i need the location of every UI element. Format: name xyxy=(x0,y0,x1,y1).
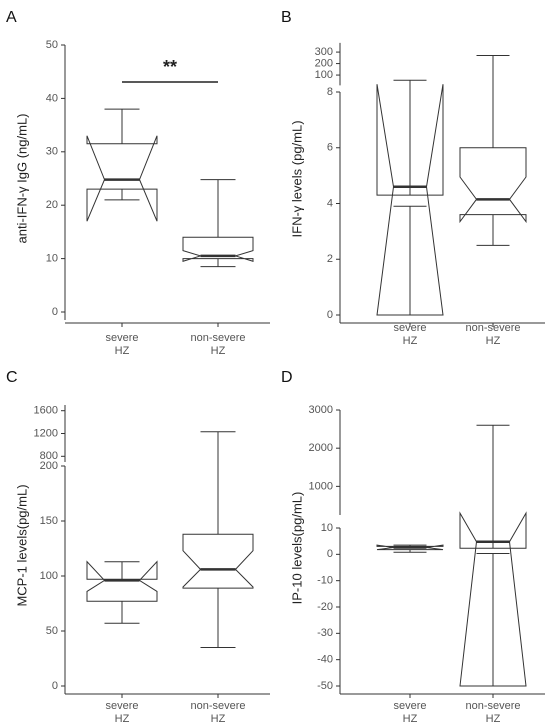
y-tick-label: 2 xyxy=(327,253,333,265)
y-tick-label: 200 xyxy=(315,57,333,69)
x-tick-label: non-severe HZ xyxy=(465,322,520,347)
x-tick-label: severe HZ xyxy=(393,700,426,722)
y-tick-label: 0 xyxy=(327,548,333,560)
y-tick-label: 150 xyxy=(40,515,58,527)
y-tick-label: -20 xyxy=(317,601,333,613)
y-tick-label: -50 xyxy=(317,680,333,692)
y-tick-label: 800 xyxy=(40,450,58,462)
y-tick-label: 40 xyxy=(46,92,58,104)
x-tick-label: severe HZ xyxy=(105,700,138,722)
y-tick-label: 50 xyxy=(46,625,58,637)
y-tick-label: 100 xyxy=(40,570,58,582)
y-axis-label: anti-IFN-γ IgG (ng/mL) xyxy=(14,113,29,243)
y-tick-label: 1200 xyxy=(34,427,58,439)
x-tick-label: non-severe HZ xyxy=(190,700,245,722)
y-tick-label: 6 xyxy=(327,142,333,154)
y-tick-label: 300 xyxy=(315,46,333,58)
panel: D IP-10 levels(pg/mL) -50 -40 -30 -20 -10 0 10 10… xyxy=(281,369,545,722)
y-tick-label: 20 xyxy=(46,199,58,211)
x-tick-label: severe HZ xyxy=(105,332,138,357)
y-tick-label: 200 xyxy=(40,460,58,472)
y-tick-label: 0 xyxy=(52,680,58,692)
y-tick-label: -10 xyxy=(317,575,333,587)
panel-label: C xyxy=(6,369,18,386)
y-axis-label: IP-10 levels(pg/mL) xyxy=(289,492,304,605)
box xyxy=(459,511,527,687)
y-tick-label: 8 xyxy=(327,86,333,98)
y-tick-label: 50 xyxy=(46,39,58,51)
y-tick-label: 10 xyxy=(321,522,333,534)
panel-label: A xyxy=(6,9,17,26)
y-tick-label: -30 xyxy=(317,627,333,639)
y-tick-label: 0 xyxy=(327,309,333,321)
box xyxy=(182,236,254,262)
y-axis-label: MCP-1 levels(pg/mL) xyxy=(14,484,29,606)
x-tick-label: non-severe HZ xyxy=(465,700,520,722)
y-tick-label: 1600 xyxy=(34,405,58,417)
y-tick-label: 4 xyxy=(327,197,333,209)
y-tick-label: 3000 xyxy=(309,404,333,416)
box xyxy=(182,533,254,589)
box xyxy=(376,84,444,316)
box xyxy=(86,560,158,602)
y-tick-label: 2000 xyxy=(309,442,333,454)
y-tick-label: 0 xyxy=(52,306,58,318)
y-tick-label: 1000 xyxy=(309,480,333,492)
y-axis-label: IFN-γ levels (pg/mL) xyxy=(289,120,304,237)
panel-label: D xyxy=(281,369,293,386)
significance-label: ** xyxy=(163,57,177,77)
y-tick-label: 100 xyxy=(315,69,333,81)
y-tick-label: 30 xyxy=(46,146,58,158)
box xyxy=(86,135,158,222)
x-tick-label: non-severe HZ xyxy=(190,332,245,357)
panel-label: B xyxy=(281,9,292,26)
y-tick-label: 10 xyxy=(46,253,58,265)
x-tick-label: severe HZ xyxy=(393,322,426,347)
y-tick-label: -40 xyxy=(317,654,333,666)
box xyxy=(459,147,527,224)
box xyxy=(376,544,444,551)
